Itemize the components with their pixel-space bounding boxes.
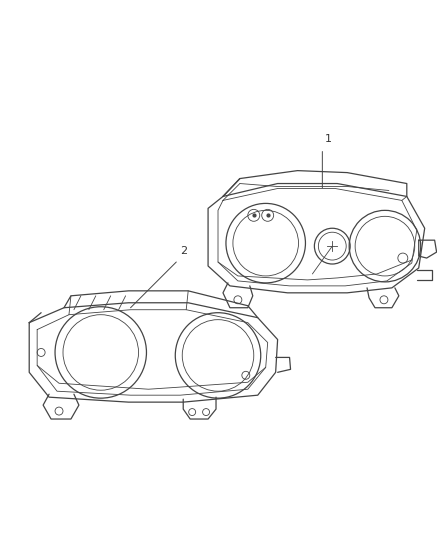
Text: 1: 1 <box>325 134 332 144</box>
Text: 2: 2 <box>180 246 187 256</box>
